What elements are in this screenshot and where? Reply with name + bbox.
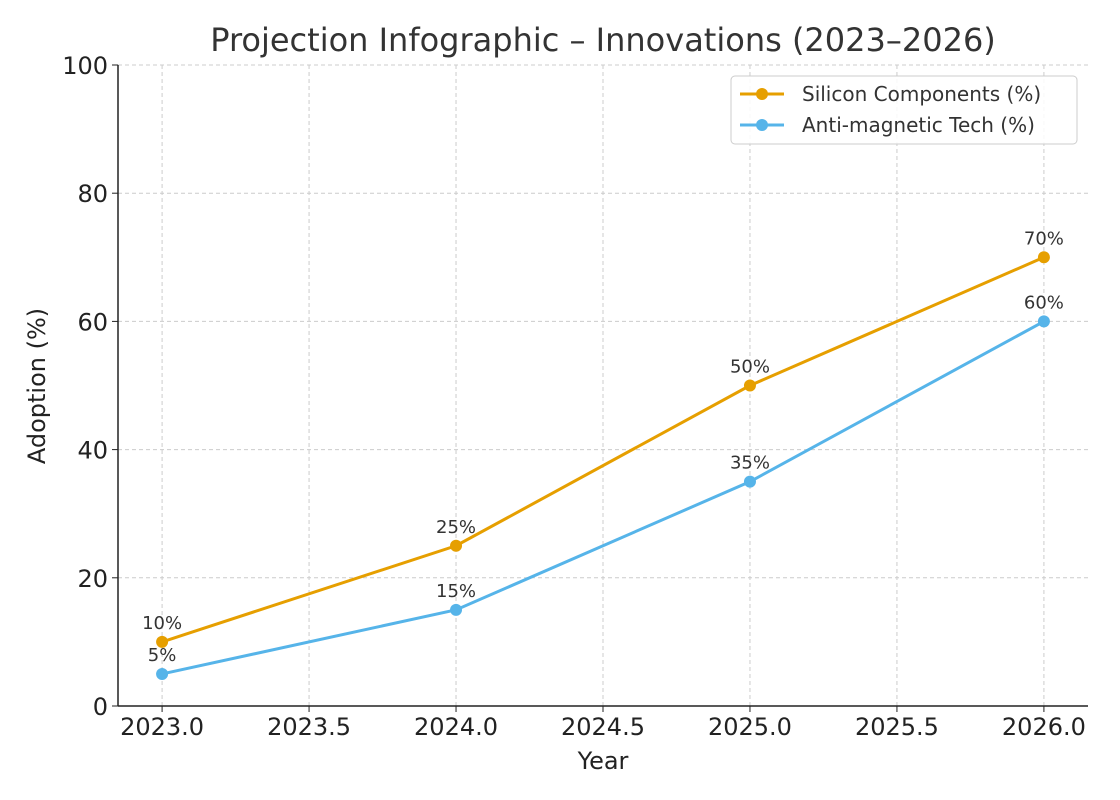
legend-box xyxy=(730,75,1078,145)
legend-entry: Silicon Components (%) xyxy=(802,82,1041,106)
data-point xyxy=(156,667,169,680)
series-line xyxy=(161,320,1045,676)
y-tick-label: 20 xyxy=(77,565,108,593)
data-label: 35% xyxy=(730,453,770,474)
x-tick-label: 2024.0 xyxy=(414,713,498,741)
data-point xyxy=(156,635,169,648)
data-point xyxy=(450,539,463,552)
series-0: 10% 25% 50% 70% xyxy=(142,228,1064,648)
y-tick-label: 0 xyxy=(93,693,108,721)
data-label: 10% xyxy=(142,613,182,634)
series-layer: 10% 25% 50% 70% 5% 15% 35% 60% xyxy=(142,228,1064,680)
y-tick-label: 60 xyxy=(77,308,108,336)
series-line xyxy=(161,255,1045,644)
data-label: 60% xyxy=(1024,292,1064,313)
chart-title: Projection Infographic – Innovations (20… xyxy=(210,21,996,59)
data-point xyxy=(743,379,756,392)
x-axis-label: Year xyxy=(577,747,629,775)
y-tick-label: 100 xyxy=(62,52,108,80)
data-point xyxy=(450,603,463,616)
data-point xyxy=(743,475,756,488)
legend-marker xyxy=(756,88,768,100)
data-label: 70% xyxy=(1024,228,1064,249)
x-tick-label: 2023.0 xyxy=(120,713,204,741)
series-1: 5% 15% 35% 60% xyxy=(148,292,1064,680)
x-tick-label: 2024.5 xyxy=(561,713,645,741)
data-label: 50% xyxy=(730,357,770,378)
legend-marker xyxy=(756,119,768,131)
x-tick-label: 2025.5 xyxy=(855,713,939,741)
legend-entry: Anti-magnetic Tech (%) xyxy=(802,113,1035,137)
y-tick-label: 80 xyxy=(77,180,108,208)
data-label: 25% xyxy=(436,517,476,538)
data-label: 15% xyxy=(436,581,476,602)
x-tick-label: 2025.0 xyxy=(708,713,792,741)
data-point xyxy=(1037,251,1050,264)
x-tick-label: 2023.5 xyxy=(267,713,351,741)
axes: 2023.0 2023.5 2024.0 2024.5 2025.0 2025.5 2026… xyxy=(62,52,1088,741)
data-point xyxy=(1037,315,1050,328)
data-label: 5% xyxy=(148,645,177,666)
x-tick-label: 2026.0 xyxy=(1002,713,1086,741)
y-tick-label: 40 xyxy=(77,437,108,465)
y-axis-label: Adoption (%) xyxy=(23,308,51,464)
legend: Silicon Components (%) Anti-magnetic Tech… xyxy=(730,75,1078,145)
